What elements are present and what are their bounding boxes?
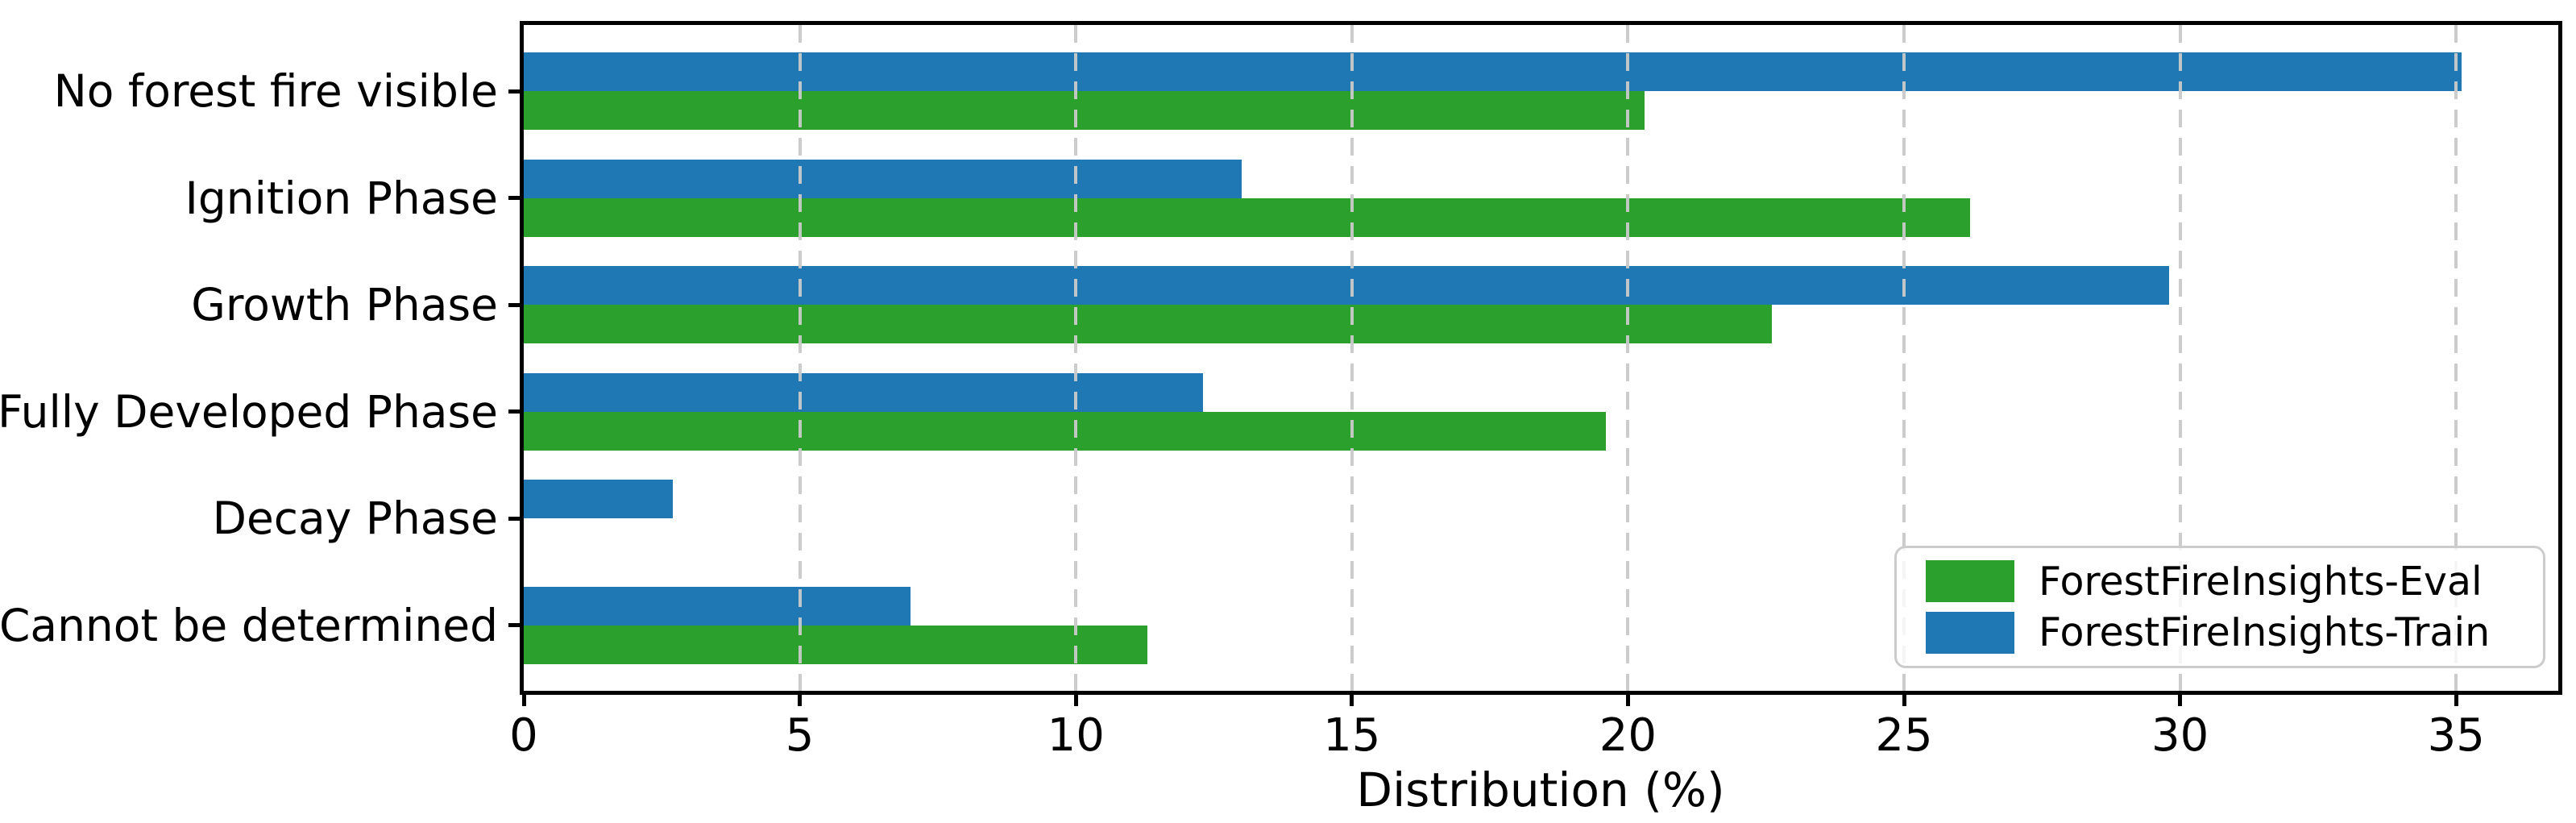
y-category-label-decay-phase: Decay Phase bbox=[212, 493, 498, 544]
gridline-30 bbox=[2178, 25, 2182, 691]
bar-eval-no-forest-fire-visible bbox=[524, 91, 1645, 130]
x-tick-label-35: 35 bbox=[2427, 709, 2485, 762]
y-tick-decay-phase bbox=[508, 516, 520, 521]
y-category-label-fully-developed-phase: Fully Developed Phase bbox=[0, 385, 498, 438]
y-tick-cannot-be-determined bbox=[508, 623, 520, 627]
gridline-5 bbox=[798, 25, 802, 691]
y-category-label-no-forest-fire-visible: No forest fire visible bbox=[53, 65, 498, 117]
gridline-35 bbox=[2454, 25, 2458, 691]
y-tick-growth-phase bbox=[508, 302, 520, 307]
bar-eval-cannot-be-determined bbox=[524, 625, 1148, 664]
plot-area bbox=[524, 25, 2558, 691]
legend: ForestFireInsights-Eval ForestFireInsigh… bbox=[1894, 546, 2545, 668]
y-tick-fully-developed-phase bbox=[508, 409, 520, 414]
y-tick-no-forest-fire-visible bbox=[508, 89, 520, 94]
x-tick-label-20: 20 bbox=[1599, 709, 1657, 762]
y-category-label-ignition-phase: Ignition Phase bbox=[185, 172, 498, 224]
x-tick-label-0: 0 bbox=[509, 709, 538, 762]
bar-train-fully-developed-phase bbox=[524, 372, 1203, 412]
bar-train-no-forest-fire-visible bbox=[524, 52, 2462, 91]
x-tick-15 bbox=[1350, 695, 1354, 706]
x-tick-label-25: 25 bbox=[1875, 709, 1933, 762]
bar-eval-ignition-phase bbox=[524, 197, 1971, 237]
legend-entry-eval: ForestFireInsights-Eval bbox=[1897, 559, 2543, 605]
y-category-label-cannot-be-determined: Cannot be determined bbox=[0, 599, 498, 651]
gridline-15 bbox=[1350, 25, 1354, 691]
x-tick-label-10: 10 bbox=[1047, 709, 1105, 762]
legend-entry-train: ForestFireInsights-Train bbox=[1897, 609, 2543, 655]
gridline-10 bbox=[1074, 25, 1078, 691]
x-tick-0 bbox=[521, 695, 526, 706]
legend-label-train: ForestFireInsights-Train bbox=[2039, 609, 2491, 656]
legend-swatch-eval bbox=[1926, 560, 2014, 603]
bar-eval-growth-phase bbox=[524, 305, 1772, 343]
x-tick-20 bbox=[1625, 695, 1630, 706]
bar-train-ignition-phase bbox=[524, 159, 1242, 198]
x-tick-10 bbox=[1073, 695, 1078, 706]
legend-label-eval: ForestFireInsights-Eval bbox=[2039, 558, 2483, 605]
bar-eval-fully-developed-phase bbox=[524, 411, 1606, 451]
legend-swatch-train bbox=[1926, 611, 2014, 654]
x-axis-label: Distribution (%) bbox=[1356, 763, 1725, 817]
x-tick-35 bbox=[2454, 695, 2458, 706]
gridline-20 bbox=[1626, 25, 1630, 691]
x-tick-5 bbox=[798, 695, 803, 706]
y-tick-ignition-phase bbox=[508, 196, 520, 200]
bar-train-decay-phase bbox=[524, 480, 673, 518]
x-tick-25 bbox=[1902, 695, 1906, 706]
x-tick-label-15: 15 bbox=[1323, 709, 1381, 762]
y-category-label-growth-phase: Growth Phase bbox=[191, 279, 498, 330]
gridline-25 bbox=[1902, 25, 1906, 691]
x-tick-label-5: 5 bbox=[785, 709, 815, 762]
x-tick-label-30: 30 bbox=[2151, 709, 2209, 762]
x-tick-30 bbox=[2178, 695, 2183, 706]
bar-train-cannot-be-determined bbox=[524, 586, 911, 626]
bar-train-growth-phase bbox=[524, 266, 2169, 305]
